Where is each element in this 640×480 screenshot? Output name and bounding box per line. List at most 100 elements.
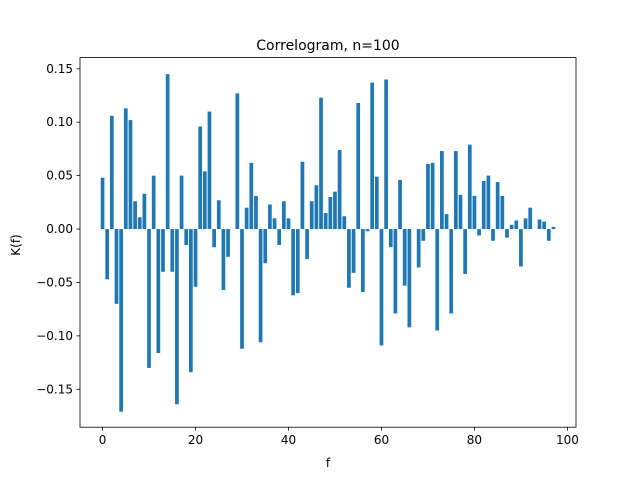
bar-86 bbox=[500, 195, 505, 230]
y-axis-label: K(f) bbox=[9, 234, 23, 255]
bar-36 bbox=[268, 204, 272, 230]
y-tick-label: 0.05 bbox=[46, 169, 73, 183]
bar-70 bbox=[426, 163, 430, 230]
x-tick-label: 80 bbox=[467, 433, 482, 447]
bar-19 bbox=[189, 229, 193, 373]
y-tick-label: −0.10 bbox=[36, 329, 73, 343]
bar-84 bbox=[491, 229, 495, 241]
bar-38 bbox=[277, 229, 282, 246]
x-tick-label: 40 bbox=[281, 433, 296, 447]
bar-8 bbox=[137, 217, 142, 230]
bar-0 bbox=[100, 177, 105, 230]
x-tick-label: 100 bbox=[556, 433, 579, 447]
bar-44 bbox=[305, 229, 309, 259]
bar-64 bbox=[398, 179, 402, 230]
bar-48 bbox=[323, 213, 328, 230]
bar-55 bbox=[356, 103, 361, 230]
bar-82 bbox=[481, 180, 486, 230]
y-tick-label: −0.15 bbox=[36, 382, 73, 396]
bar-54 bbox=[351, 229, 356, 273]
bar-30 bbox=[240, 229, 244, 349]
bar-74 bbox=[444, 214, 449, 230]
bar-89 bbox=[514, 220, 519, 230]
bar-61 bbox=[384, 79, 388, 230]
x-tick-label: 20 bbox=[188, 433, 203, 447]
bar-76 bbox=[453, 151, 458, 230]
bar-59 bbox=[374, 176, 379, 230]
bar-32 bbox=[249, 162, 254, 230]
bar-7 bbox=[133, 201, 137, 230]
bar-63 bbox=[393, 229, 398, 314]
bar-91 bbox=[523, 218, 528, 230]
bar-37 bbox=[272, 218, 277, 230]
bar-43 bbox=[300, 161, 305, 230]
bar-1 bbox=[105, 229, 110, 280]
bar-21 bbox=[198, 126, 203, 230]
y-tick-label: 0.10 bbox=[46, 115, 73, 129]
bar-66 bbox=[407, 229, 412, 328]
bar-40 bbox=[286, 218, 291, 230]
bar-33 bbox=[254, 195, 258, 230]
y-tick-label: 0.15 bbox=[46, 62, 73, 76]
bar-94 bbox=[537, 219, 542, 230]
bar-51 bbox=[337, 150, 342, 230]
bar-42 bbox=[295, 229, 300, 294]
bar-23 bbox=[207, 111, 212, 230]
x-tick-label: 0 bbox=[99, 433, 107, 447]
bar-24 bbox=[212, 229, 216, 248]
bar-13 bbox=[161, 229, 165, 272]
x-axis-ticks: 0 20 40 60 80 100 bbox=[99, 427, 579, 447]
bar-20 bbox=[193, 229, 198, 287]
bar-68 bbox=[416, 229, 421, 268]
bar-49 bbox=[328, 197, 333, 230]
bar-31 bbox=[244, 207, 249, 230]
bar-97 bbox=[551, 226, 556, 230]
chart-title: Correlogram, n=100 bbox=[256, 38, 399, 54]
bar-83 bbox=[486, 175, 491, 230]
bar-56 bbox=[361, 229, 365, 293]
bar-29 bbox=[235, 93, 240, 230]
x-axis-label: f bbox=[326, 456, 331, 470]
bar-15 bbox=[170, 229, 175, 272]
bar-69 bbox=[421, 229, 426, 241]
bar-4 bbox=[119, 229, 123, 412]
bar-5 bbox=[123, 108, 128, 230]
bar-57 bbox=[365, 229, 370, 232]
bar-95 bbox=[542, 221, 547, 230]
bar-50 bbox=[333, 191, 337, 230]
bar-22 bbox=[202, 171, 207, 230]
bar-2 bbox=[109, 115, 114, 230]
bar-90 bbox=[519, 229, 523, 267]
bar-96 bbox=[546, 229, 551, 241]
bar-52 bbox=[342, 216, 347, 230]
bar-72 bbox=[435, 229, 440, 331]
bar-35 bbox=[263, 229, 268, 264]
bar-3 bbox=[114, 229, 119, 304]
bar-45 bbox=[309, 201, 314, 230]
bar-92 bbox=[528, 207, 533, 230]
bar-39 bbox=[281, 201, 286, 230]
bar-75 bbox=[449, 229, 454, 314]
bar-47 bbox=[319, 97, 323, 230]
bar-34 bbox=[258, 229, 263, 343]
bar-26 bbox=[221, 229, 226, 290]
bar-58 bbox=[370, 82, 375, 230]
y-tick-label: 0.00 bbox=[46, 222, 73, 236]
bar-16 bbox=[175, 229, 179, 405]
bar-27 bbox=[226, 229, 230, 257]
bar-62 bbox=[388, 229, 393, 248]
bar-77 bbox=[458, 194, 463, 230]
bar-78 bbox=[463, 229, 467, 274]
x-tick-label: 60 bbox=[374, 433, 389, 447]
bar-85 bbox=[495, 182, 500, 230]
bar-46 bbox=[314, 185, 319, 230]
bar-53 bbox=[347, 229, 351, 288]
bar-80 bbox=[472, 195, 477, 230]
bar-60 bbox=[379, 229, 384, 346]
bar-9 bbox=[142, 193, 147, 230]
bar-87 bbox=[505, 229, 509, 238]
bar-18 bbox=[184, 229, 189, 246]
bar-65 bbox=[402, 229, 407, 286]
bar-41 bbox=[291, 229, 295, 296]
